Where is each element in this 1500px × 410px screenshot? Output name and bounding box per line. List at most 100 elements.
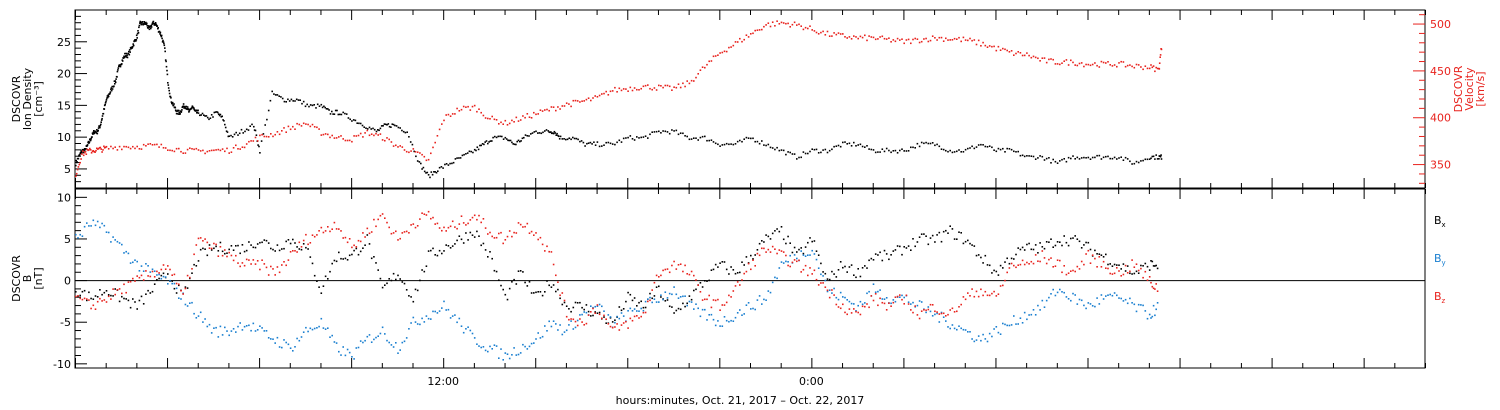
b-x-point xyxy=(614,319,616,321)
velocity-point xyxy=(548,109,550,112)
ion-density-point xyxy=(605,141,607,144)
velocity-point xyxy=(1158,62,1161,64)
b-x-point xyxy=(581,306,583,309)
velocity-point xyxy=(1004,48,1006,51)
velocity-point xyxy=(761,28,763,31)
ion-density-point xyxy=(1004,151,1006,153)
ion-density-point xyxy=(544,130,546,132)
b-x-point xyxy=(1028,242,1030,245)
b-y-point xyxy=(1041,299,1044,302)
ion-density-point xyxy=(164,59,167,61)
b-y-point xyxy=(210,332,213,334)
ion-density-point xyxy=(233,133,236,136)
b-z-point xyxy=(263,263,266,265)
velocity-point xyxy=(162,147,165,149)
velocity-point xyxy=(445,114,447,116)
ion-density-point xyxy=(568,137,571,139)
b-z-point xyxy=(83,297,86,300)
b-z-point xyxy=(1013,264,1015,267)
b-x-point xyxy=(1137,272,1140,274)
velocity-point xyxy=(598,94,601,97)
b-y-point xyxy=(1048,296,1050,299)
velocity-point xyxy=(340,135,342,137)
ion-density-point xyxy=(230,134,232,137)
velocity-point xyxy=(853,35,855,37)
ion-density-point xyxy=(249,125,251,127)
ion-density-point xyxy=(255,134,258,136)
velocity-point xyxy=(276,131,279,133)
b-x-point xyxy=(666,299,669,301)
ion-density-point xyxy=(150,24,152,27)
b-z-point xyxy=(1146,279,1149,281)
velocity-point xyxy=(368,134,371,137)
b-y-point xyxy=(739,309,741,311)
b-x-point xyxy=(252,246,255,249)
b-y-point xyxy=(1155,308,1157,311)
b-y-point xyxy=(1089,303,1092,305)
b-y-point xyxy=(79,233,81,236)
b-z-point xyxy=(1063,265,1065,267)
b-y-point xyxy=(123,252,125,254)
b-z-point xyxy=(237,262,239,264)
velocity-point xyxy=(614,86,616,89)
b-y-point xyxy=(1030,313,1033,316)
b-y-point xyxy=(877,290,879,293)
velocity-point xyxy=(1148,67,1151,70)
ion-density-point xyxy=(114,83,116,85)
b-z-point xyxy=(285,264,287,267)
b-z-point xyxy=(333,221,336,224)
ion-density-point xyxy=(520,140,522,142)
b-y-point xyxy=(673,286,675,288)
b-x-point xyxy=(603,316,605,318)
ion-density-point xyxy=(547,130,550,132)
b-x-point xyxy=(524,281,526,284)
velocity-point xyxy=(1026,52,1028,54)
ion-density-point xyxy=(785,153,787,156)
velocity-point xyxy=(890,41,892,43)
b-y-point xyxy=(640,307,642,310)
b-z-point xyxy=(142,279,145,281)
b-y-point xyxy=(671,293,673,296)
velocity-point xyxy=(931,35,934,37)
b-z-point xyxy=(846,313,848,316)
ion-density-point xyxy=(178,109,180,112)
b-z-point xyxy=(390,232,393,235)
velocity-point xyxy=(1043,57,1046,59)
velocity-point xyxy=(658,84,660,87)
ion-density-point xyxy=(125,56,128,58)
velocity-point xyxy=(447,113,450,116)
b-z-point xyxy=(1091,254,1094,256)
b-y-point xyxy=(956,328,958,331)
velocity-point xyxy=(1061,62,1063,64)
velocity-point xyxy=(1021,54,1024,57)
ion-density-point xyxy=(231,136,234,138)
b-x-point xyxy=(397,274,399,277)
b-y-point xyxy=(793,254,796,256)
velocity-point xyxy=(219,149,222,152)
ion-density-point xyxy=(1124,156,1127,159)
b-y-point xyxy=(785,260,787,263)
ion-density-point xyxy=(480,144,482,147)
ion-density-point xyxy=(936,143,938,146)
b-y-point xyxy=(945,320,947,322)
ion-density-point xyxy=(440,166,443,168)
b-x-point xyxy=(844,265,846,268)
b-x-point xyxy=(495,270,498,273)
b-y-point xyxy=(436,312,439,314)
b-y-point xyxy=(114,239,116,241)
ion-density-point xyxy=(404,131,407,134)
b-z-point xyxy=(96,300,99,303)
velocity-point xyxy=(101,151,103,153)
b-x-point xyxy=(945,229,947,232)
ion-density-point xyxy=(182,103,185,105)
velocity-point xyxy=(686,80,688,82)
ion-density-point xyxy=(551,132,554,134)
ion-density-point xyxy=(308,105,310,108)
ion-density-point xyxy=(132,44,135,47)
velocity-point xyxy=(506,124,509,126)
velocity-point xyxy=(189,147,191,149)
ion-density-point xyxy=(956,150,958,153)
b-z-point xyxy=(112,288,114,290)
b-y-point xyxy=(916,304,919,307)
b-y-point xyxy=(822,275,824,277)
